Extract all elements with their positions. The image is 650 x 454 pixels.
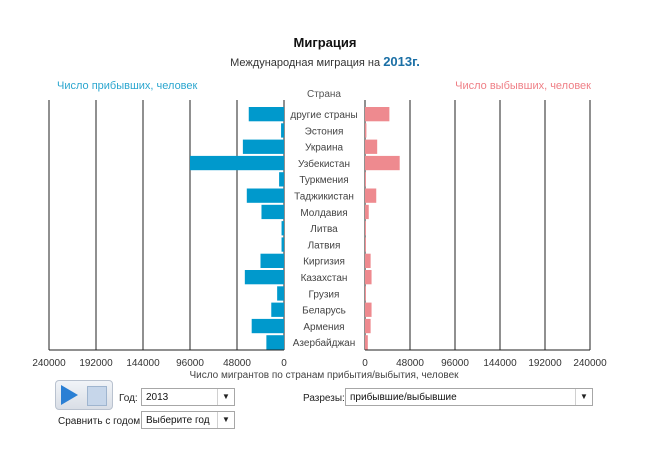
x-axis-title: Число мигрантов по странам прибытия/выбы…	[189, 369, 459, 381]
bar-arrivals	[246, 188, 284, 203]
compare-select[interactable]: Выберите год ▼	[141, 411, 235, 429]
category-label: Беларусь	[302, 306, 346, 317]
category-label: Таджикистан	[294, 192, 354, 203]
chevron-down-icon: ▼	[217, 389, 234, 405]
tick-label-right: 96000	[441, 358, 469, 369]
category-label: Азербайджан	[293, 337, 356, 349]
compare-select-value: Выберите год	[146, 415, 210, 426]
category-label: Литва	[310, 224, 338, 235]
stop-icon[interactable]	[87, 386, 107, 406]
tick-label-right: 192000	[528, 358, 562, 369]
bar-departures	[365, 123, 367, 138]
bar-arrivals	[244, 270, 284, 285]
category-label: Киргизия	[303, 257, 345, 268]
tick-label-left: 96000	[176, 358, 204, 369]
play-icon[interactable]	[61, 385, 78, 405]
bar-departures	[365, 221, 366, 236]
bar-departures	[365, 237, 366, 252]
chart-title: Миграция	[293, 35, 357, 50]
tick-label-left: 48000	[223, 358, 251, 369]
bar-arrivals	[266, 335, 284, 350]
left-series-label: Число прибывших, человек	[57, 80, 198, 92]
chart-subtitle: Международная миграция на 2013г.	[0, 54, 650, 69]
bar-departures	[365, 204, 369, 220]
tick-label-right: 240000	[573, 358, 607, 369]
tick-label-right: 48000	[396, 358, 424, 369]
bar-arrivals	[281, 237, 284, 252]
chevron-down-icon: ▼	[575, 389, 592, 405]
subtitle-year: 2013г.	[383, 54, 420, 69]
bar-arrivals	[277, 286, 284, 301]
sections-select-value: прибывшие/выбывшие	[350, 392, 457, 403]
category-label: другие страны	[290, 110, 357, 121]
bar-arrivals	[260, 253, 284, 268]
bar-departures	[365, 172, 366, 187]
category-label: Молдавия	[300, 208, 347, 219]
chevron-down-icon: ▼	[217, 412, 234, 428]
bar-arrivals	[271, 302, 284, 317]
year-label: Год:	[119, 393, 138, 404]
bar-arrivals	[279, 172, 284, 187]
category-label: Эстония	[305, 126, 344, 137]
bar-departures	[365, 286, 366, 301]
right-series-label: Число выбывших, человек	[455, 80, 591, 92]
bar-departures	[365, 270, 372, 285]
tick-label-right: 0	[362, 358, 368, 369]
category-label: Грузия	[309, 289, 340, 300]
category-label: Армения	[303, 322, 344, 333]
category-label: Туркмения	[299, 175, 348, 186]
sections-select[interactable]: прибывшие/выбывшие ▼	[345, 388, 593, 406]
compare-label: Сравнить с годом:	[58, 416, 143, 427]
year-select-value: 2013	[146, 392, 169, 403]
bar-arrivals	[281, 123, 284, 138]
tick-label-right: 144000	[483, 358, 517, 369]
bar-departures	[365, 318, 371, 334]
category-label: Узбекистан	[298, 158, 350, 170]
category-label: Казахстан	[301, 273, 348, 284]
bar-arrivals	[281, 221, 284, 236]
bar-departures	[365, 155, 400, 171]
sections-label: Разрезы:	[303, 393, 345, 404]
tick-label-left: 192000	[79, 358, 113, 369]
category-label: Латвия	[308, 240, 341, 251]
subtitle-text: Международная миграция на	[230, 57, 381, 69]
bar-departures	[365, 107, 390, 122]
bar-arrivals	[242, 139, 284, 154]
category-label: Украина	[305, 143, 344, 154]
bar-departures	[365, 188, 377, 203]
bar-arrivals	[190, 155, 284, 171]
tick-label-left: 144000	[126, 358, 160, 369]
player-controls	[55, 380, 113, 410]
bar-departures	[365, 253, 371, 268]
bar-departures	[365, 139, 378, 154]
bar-departures	[365, 302, 372, 317]
year-select[interactable]: 2013 ▼	[141, 388, 235, 406]
bar-arrivals	[261, 204, 284, 220]
category-axis-title: Страна	[307, 89, 341, 100]
bar-arrivals	[251, 318, 284, 334]
bar-departures	[365, 335, 368, 350]
tick-label-left: 240000	[32, 358, 66, 369]
tick-label-left: 0	[281, 358, 287, 369]
bar-arrivals	[248, 107, 284, 122]
